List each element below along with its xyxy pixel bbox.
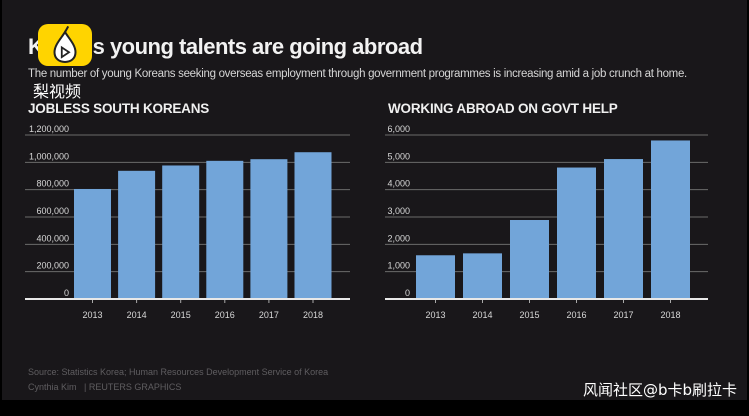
x-tick-label: 2018 bbox=[660, 310, 680, 320]
y-tick-label: 800,000 bbox=[36, 179, 69, 189]
subtitle: The number of young Koreans seeking over… bbox=[28, 68, 687, 80]
x-tick-label: 2018 bbox=[303, 310, 323, 320]
bar-2014 bbox=[463, 253, 502, 299]
bar-2017 bbox=[250, 159, 288, 299]
credit-note: Cynthia Kim | REUTERS GRAPHICS bbox=[28, 382, 182, 392]
x-tick-label: 2014 bbox=[127, 310, 147, 320]
bar-2013 bbox=[416, 255, 455, 299]
bar-2018 bbox=[294, 152, 332, 299]
bar-2015 bbox=[510, 220, 549, 299]
y-tick-label: 200,000 bbox=[36, 261, 69, 271]
bar-2016 bbox=[557, 167, 596, 299]
bar-2018 bbox=[651, 140, 690, 299]
x-tick-label: 2016 bbox=[215, 310, 235, 320]
logo-watermark-text: 梨视频 bbox=[33, 82, 82, 101]
bar-2014 bbox=[118, 170, 156, 299]
y-tick-label: 400,000 bbox=[36, 233, 69, 243]
x-tick-label: 2013 bbox=[425, 310, 445, 320]
x-tick-label: 2014 bbox=[472, 310, 492, 320]
x-tick-label: 2013 bbox=[82, 310, 102, 320]
bar-2015 bbox=[162, 165, 200, 299]
bar-2013 bbox=[74, 188, 111, 299]
x-tick-label: 2016 bbox=[566, 310, 586, 320]
y-tick-label: 5,000 bbox=[387, 151, 410, 161]
pear-video-logo bbox=[38, 24, 92, 66]
x-tick-label: 2017 bbox=[259, 310, 279, 320]
bar-2017 bbox=[604, 159, 643, 299]
y-tick-label: 0 bbox=[64, 288, 69, 298]
y-tick-label: 1,000,000 bbox=[29, 151, 69, 161]
x-tick-label: 2015 bbox=[519, 310, 539, 320]
y-tick-label: 4,000 bbox=[387, 179, 410, 189]
page-title: Korea's young talents are going abroad bbox=[28, 34, 423, 59]
community-watermark: 风闻社区@b卡b刷拉卡 bbox=[582, 381, 737, 399]
pear-play-icon bbox=[53, 25, 77, 63]
chart-title-jobless: JOBLESS SOUTH KOREANS bbox=[28, 101, 210, 116]
y-tick-label: 3,000 bbox=[387, 206, 410, 216]
y-tick-label: 1,200,000 bbox=[29, 124, 69, 134]
y-tick-label: 600,000 bbox=[36, 206, 69, 216]
chart-title-abroad: WORKING ABROAD ON GOVT HELP bbox=[388, 101, 618, 116]
x-tick-label: 2017 bbox=[613, 310, 633, 320]
x-tick-label: 2015 bbox=[171, 310, 191, 320]
bar-2016 bbox=[206, 160, 244, 299]
source-note: Source: Statistics Korea; Human Resource… bbox=[28, 367, 329, 377]
y-tick-label: 0 bbox=[405, 288, 410, 298]
y-tick-label: 2,000 bbox=[387, 233, 410, 243]
y-tick-label: 1,000 bbox=[387, 261, 410, 271]
y-tick-label: 6,000 bbox=[387, 124, 410, 134]
